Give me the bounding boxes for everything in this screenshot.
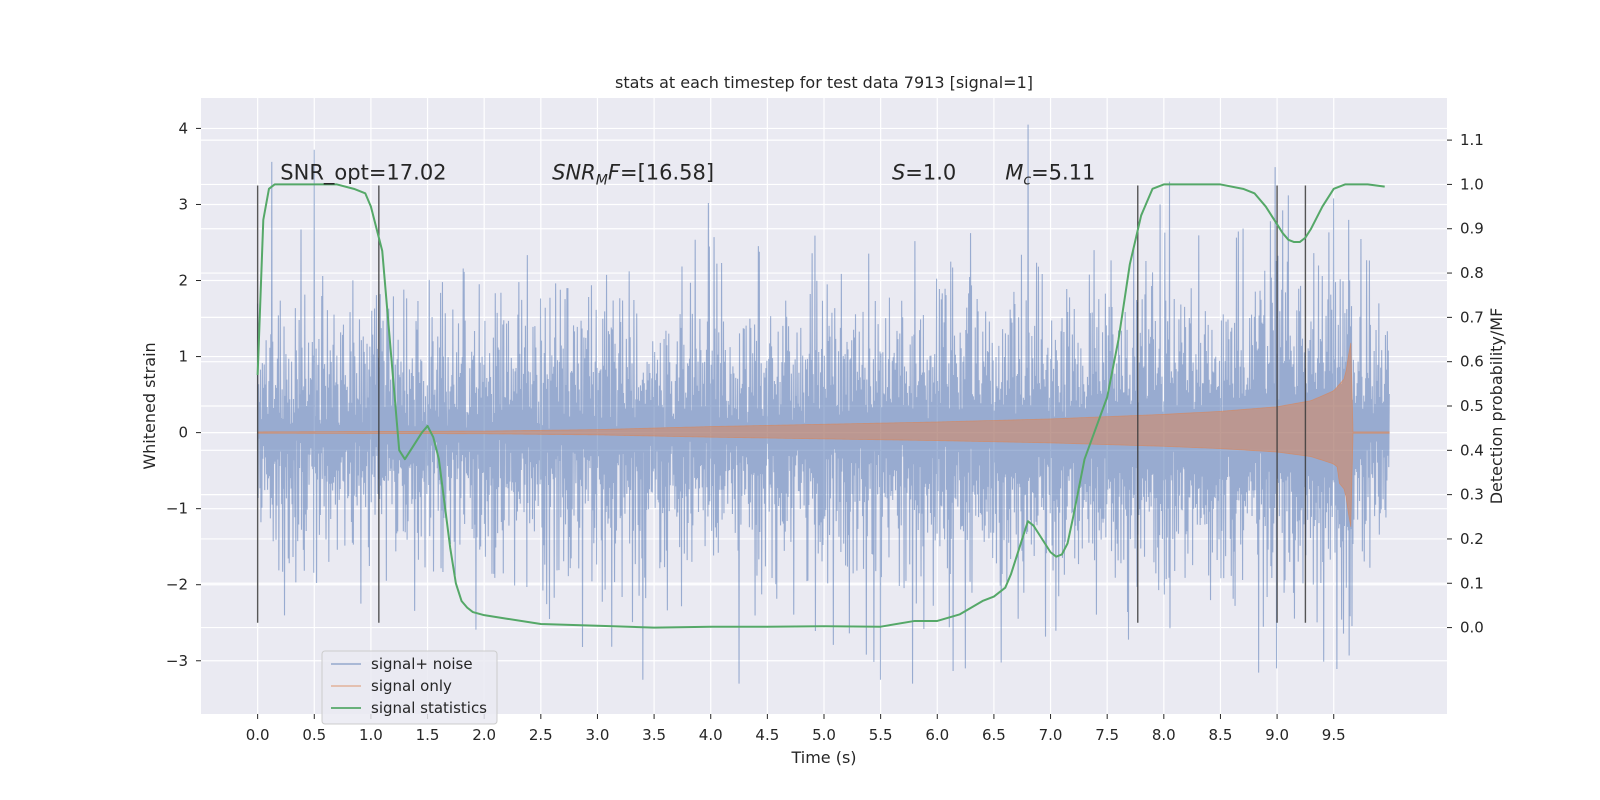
vertical-markers [256, 185, 1307, 623]
y-axis-ticks: −3 −2 −1 0 1 2 3 4 [166, 119, 201, 670]
x-tick-label: 4.5 [755, 726, 779, 744]
annotation-text: SNR_opt=17.02 [280, 160, 446, 185]
series-signal-only [257, 342, 1390, 527]
chart-title: stats at each timestep for test data 791… [615, 73, 1033, 92]
signal-plus-noise-line [257, 124, 1390, 684]
y-tick-label: 1 [178, 348, 188, 366]
x-tick-label: 3.5 [642, 726, 666, 744]
x-tick-label: 5.0 [812, 726, 836, 744]
y2-axis-label: Detection probability/MF [1487, 308, 1506, 505]
y-tick-label: 3 [178, 195, 188, 213]
series-signal-statistics [256, 183, 1385, 629]
y2-tick-label: 0.6 [1460, 353, 1484, 371]
x-tick-label: 3.0 [586, 726, 610, 744]
legend-label-signal-plus-noise: signal+ noise [371, 655, 473, 673]
y2-tick-label: 0.9 [1460, 220, 1484, 238]
x-tick-label: 2.5 [529, 726, 553, 744]
x-tick-label: 7.0 [1039, 726, 1063, 744]
y-tick-label: 0 [178, 424, 188, 442]
x-tick-label: 5.5 [869, 726, 893, 744]
legend-label-signal-statistics: signal statistics [371, 699, 487, 717]
x-tick-label: 0.0 [246, 726, 270, 744]
y2-tick-label: 1.1 [1460, 131, 1484, 149]
x-axis-label: Time (s) [790, 748, 856, 767]
y2-tick-label: 0.3 [1460, 486, 1484, 504]
y-tick-label: −2 [166, 576, 188, 594]
x-tick-label: 7.5 [1095, 726, 1119, 744]
y2-tick-label: 0.2 [1460, 530, 1484, 548]
x-tick-label: 2.0 [472, 726, 496, 744]
legend: signal+ noise signal only signal statist… [321, 650, 498, 725]
y-tick-label: 2 [178, 272, 188, 290]
y-tick-label: 4 [178, 119, 188, 137]
y2-axis-ticks: 0.0 0.1 0.2 0.3 0.4 0.5 0.6 0.7 0.8 0.9 1.0 1.1 [1447, 131, 1484, 637]
y2-tick-label: 0.7 [1460, 308, 1484, 326]
x-tick-label: 0.5 [302, 726, 326, 744]
annotation-text: S=1.0 [892, 160, 956, 184]
x-tick-label: 6.0 [925, 726, 949, 744]
annotation-text: Mc=5.11 [1005, 160, 1095, 188]
y-axis-label: Whitened strain [140, 342, 159, 469]
annotation-text: SNRMF=[16.58] [552, 160, 714, 188]
signal-statistics-line [256, 183, 1385, 629]
x-tick-label: 1.0 [359, 726, 383, 744]
y2-tick-label: 0.0 [1460, 619, 1484, 637]
x-tick-label: 6.5 [982, 726, 1006, 744]
y2-tick-label: 0.4 [1460, 441, 1484, 459]
legend-box [321, 650, 498, 725]
y2-tick-label: 1.0 [1460, 175, 1484, 193]
legend-label-signal-only: signal only [371, 677, 452, 695]
x-tick-label: 9.5 [1322, 726, 1346, 744]
series-signal-plus-noise [257, 124, 1390, 684]
signal-only-band [257, 342, 1390, 527]
x-tick-label: 1.5 [416, 726, 440, 744]
y2-tick-label: 0.1 [1460, 574, 1484, 592]
x-axis-ticks: 0.0 0.5 1.0 1.5 2.0 2.5 3.0 3.5 4.0 4.5 5.0 5.5 6.0 6… [246, 714, 1346, 744]
x-tick-label: 9.0 [1265, 726, 1289, 744]
y-tick-label: −1 [166, 500, 188, 518]
annotations: SNR_opt=17.02 SNRMF=[16.58] S=1.0 Mc=5.11 [280, 160, 1095, 188]
x-tick-label: 8.5 [1209, 726, 1233, 744]
y-tick-label: −3 [166, 652, 188, 670]
y2-tick-label: 0.5 [1460, 397, 1484, 415]
y2-tick-label: 0.8 [1460, 264, 1484, 282]
x-tick-label: 4.0 [699, 726, 723, 744]
x-tick-label: 8.0 [1152, 726, 1176, 744]
